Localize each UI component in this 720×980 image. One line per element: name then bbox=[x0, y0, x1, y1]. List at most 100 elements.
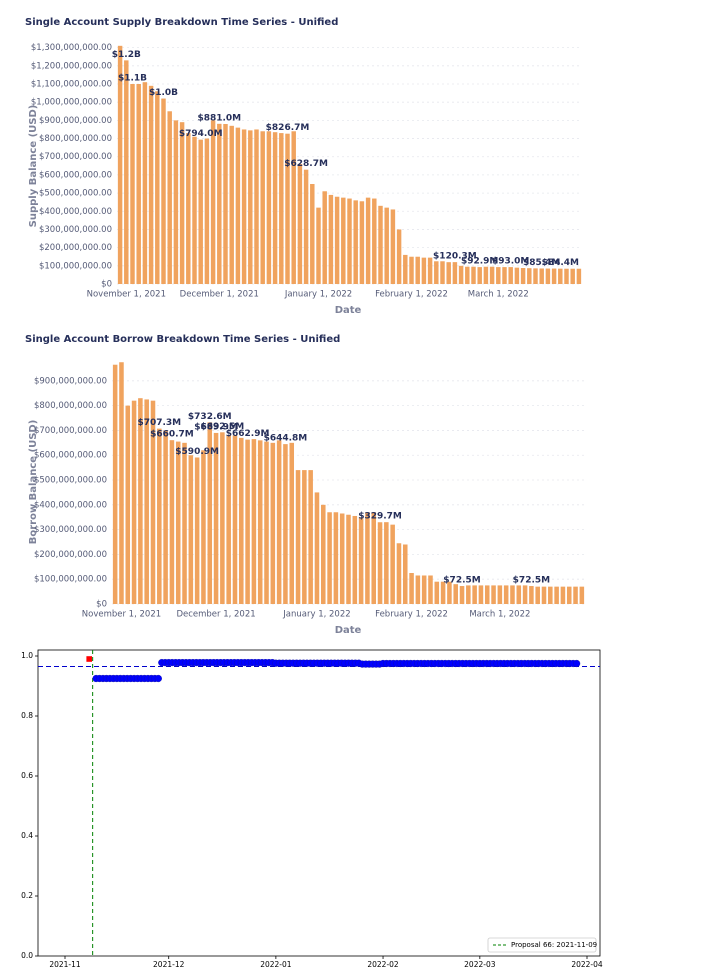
bar bbox=[390, 209, 396, 284]
bar bbox=[545, 268, 551, 284]
bar bbox=[365, 197, 371, 284]
bar bbox=[213, 432, 219, 604]
bar bbox=[291, 131, 296, 284]
bar bbox=[529, 586, 534, 604]
bar bbox=[248, 130, 253, 284]
bar bbox=[198, 139, 203, 284]
x-axis-title: Date bbox=[335, 305, 362, 316]
bar bbox=[175, 441, 181, 604]
bar bbox=[303, 169, 309, 284]
bar bbox=[390, 524, 395, 604]
bar bbox=[415, 575, 421, 604]
bar bbox=[497, 585, 503, 604]
bar bbox=[341, 197, 346, 284]
bar bbox=[447, 581, 452, 604]
y-tick-label: $200,000,000.00 bbox=[39, 243, 112, 253]
data-label: $628.7M bbox=[284, 159, 328, 169]
y-tick-label: 0.2 bbox=[21, 891, 33, 900]
data-label: $794.0M bbox=[179, 129, 223, 139]
data-label: $120.3M bbox=[433, 252, 477, 262]
bar bbox=[257, 440, 263, 604]
y-tick-label: $400,000,000.00 bbox=[34, 500, 107, 510]
bar bbox=[510, 585, 515, 604]
bar bbox=[551, 268, 557, 284]
bar bbox=[453, 584, 458, 604]
bar bbox=[321, 504, 326, 604]
bar bbox=[353, 200, 358, 284]
bar bbox=[157, 428, 162, 604]
bar bbox=[541, 586, 547, 604]
bar bbox=[346, 514, 351, 604]
x-tick-label: 2022-01 bbox=[260, 960, 292, 969]
point bbox=[573, 659, 581, 668]
data-label: $1.0B bbox=[149, 88, 178, 98]
bar bbox=[384, 207, 389, 284]
y-axis-title: Borrow Balance (USD) bbox=[28, 420, 39, 545]
bar bbox=[409, 573, 414, 604]
bar bbox=[440, 581, 446, 604]
y-tick-label: $800,000,000.00 bbox=[34, 401, 107, 411]
data-label: $689.9M bbox=[194, 422, 238, 432]
bar bbox=[421, 575, 427, 604]
bar bbox=[535, 586, 540, 604]
chart-title: Single Account Borrow Breakdown Time Ser… bbox=[25, 334, 340, 345]
bar bbox=[452, 262, 458, 284]
data-label: $660.7M bbox=[150, 430, 194, 440]
y-axis-title: Supply Balance (USD) bbox=[28, 105, 39, 228]
y-tick-label: $1,000,000,000.00 bbox=[31, 98, 112, 108]
bar bbox=[427, 257, 433, 284]
bar bbox=[573, 586, 578, 604]
bar bbox=[371, 512, 376, 604]
bar bbox=[112, 364, 118, 604]
bar bbox=[502, 267, 507, 284]
bar bbox=[472, 585, 477, 604]
x-tick-label: November 1, 2021 bbox=[82, 610, 161, 620]
y-tick-label: $700,000,000.00 bbox=[34, 426, 107, 436]
bar bbox=[310, 184, 315, 284]
bar bbox=[327, 512, 332, 604]
data-label: $881.0M bbox=[197, 113, 241, 123]
bar bbox=[232, 435, 238, 604]
bar bbox=[339, 513, 345, 604]
y-tick-label: 0.4 bbox=[21, 831, 33, 840]
x-tick-label: 2022-04 bbox=[571, 960, 603, 969]
legend-box bbox=[487, 937, 597, 953]
bar bbox=[279, 133, 284, 284]
bar bbox=[421, 257, 427, 284]
data-label: $1.1B bbox=[118, 74, 147, 84]
bar bbox=[522, 585, 528, 604]
x-tick-label: March 1, 2022 bbox=[468, 290, 529, 300]
x-tick-label: 2022-03 bbox=[464, 960, 496, 969]
data-label: $662.9M bbox=[226, 429, 270, 439]
y-tick-label: 0.8 bbox=[21, 711, 33, 720]
bar bbox=[130, 84, 135, 284]
bar bbox=[138, 398, 143, 604]
bar bbox=[409, 256, 414, 284]
bar bbox=[322, 191, 327, 284]
data-label: $72.5M bbox=[443, 576, 480, 586]
bar bbox=[377, 522, 383, 604]
bar bbox=[182, 442, 187, 604]
bar bbox=[254, 129, 259, 284]
bar bbox=[308, 470, 313, 604]
y-tick-label: $100,000,000.00 bbox=[39, 261, 112, 271]
data-label: $72.5M bbox=[513, 576, 550, 586]
bar bbox=[264, 441, 269, 604]
bar bbox=[155, 91, 160, 284]
y-tick-label: $100,000,000.00 bbox=[34, 575, 107, 585]
bar bbox=[297, 164, 303, 284]
bar bbox=[235, 127, 241, 285]
bar bbox=[220, 432, 225, 604]
bar bbox=[384, 522, 389, 604]
x-tick-label: February 1, 2022 bbox=[375, 610, 448, 620]
bar bbox=[333, 512, 339, 604]
data-label: $84.4M bbox=[542, 258, 579, 268]
y-tick-label: $1,300,000,000.00 bbox=[31, 43, 112, 53]
y-tick-label: $600,000,000.00 bbox=[34, 451, 107, 461]
chart-title: Single Account Supply Breakdown Time Ser… bbox=[25, 17, 338, 28]
bar bbox=[223, 124, 228, 284]
bar bbox=[514, 267, 520, 284]
bar bbox=[302, 470, 307, 604]
y-tick-label: $500,000,000.00 bbox=[34, 476, 107, 486]
bar bbox=[548, 586, 553, 604]
